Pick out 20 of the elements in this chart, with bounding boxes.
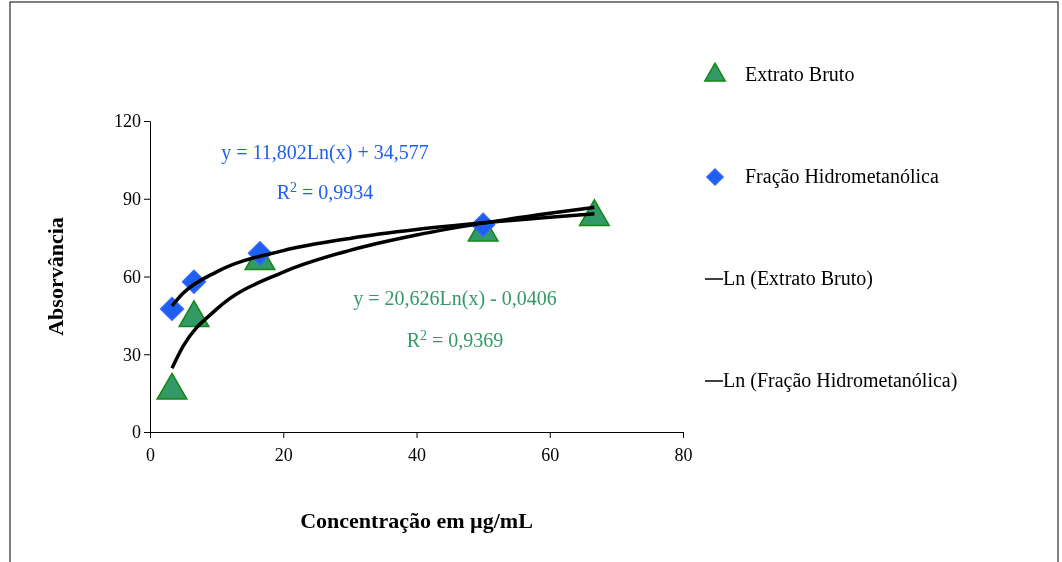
annotation: R$^{2}$ = 0,9369 <box>406 327 504 351</box>
x-tick-label: 20 <box>274 444 293 465</box>
y-tick-label: 0 <box>132 422 141 443</box>
y-tick-label: 30 <box>123 344 141 365</box>
x-tick-label: 60 <box>541 444 560 465</box>
legend-label: Extrato Bruto <box>745 63 855 85</box>
y-tick-label: 120 <box>114 111 141 132</box>
y-tick-label: 60 <box>123 266 141 287</box>
y-axis-title: Absorvância <box>43 217 68 336</box>
x-tick-label: 40 <box>408 444 426 465</box>
legend-label: Ln (Extrato Bruto) <box>723 267 873 290</box>
x-axis-title: Concentração em µg/mL <box>300 508 533 533</box>
legend-label: Ln (Fração Hidrometanólica) <box>723 369 958 392</box>
annotation: y = 20,626Ln(x) - 0,0406 <box>353 287 557 310</box>
x-tick-label: 80 <box>674 444 693 465</box>
x-tick-label: 0 <box>146 444 155 465</box>
legend-label: Fração Hidrometanólica <box>745 165 939 188</box>
y-tick-label: 90 <box>123 189 141 210</box>
annotation: y = 11,802Ln(x) + 34,577 <box>221 141 429 164</box>
annotation: R$^{2}$ = 0,9934 <box>276 179 374 203</box>
